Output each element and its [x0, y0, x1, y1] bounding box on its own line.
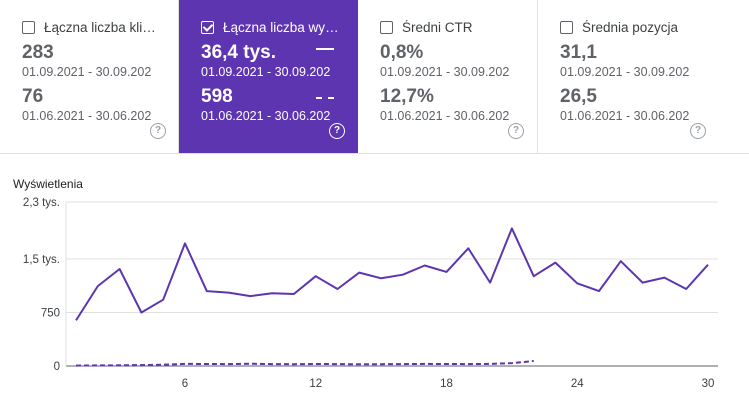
impressions-line-chart: 0 750 1,5 tys. 2,3 tys. 6 12 18 24 30 [23, 197, 718, 390]
checkbox-impressions[interactable] [201, 20, 214, 34]
x-tick-label: 24 [571, 378, 584, 390]
y-tick-label: 750 [41, 308, 60, 320]
legend-dashed-line-icon [316, 97, 334, 99]
metric-card-position[interactable]: Średnia pozycja 31,1 01.09.2021 - 30.09.… [538, 0, 749, 153]
help-icon[interactable]: ? [329, 123, 345, 139]
metric-value-current: 31,1 [560, 42, 597, 63]
x-tick-label: 12 [309, 378, 322, 390]
metric-value-previous: 76 [22, 86, 44, 107]
date-range-previous: 01.06.2021 - 30.06.2021 [22, 109, 152, 123]
checkbox-position[interactable] [560, 20, 573, 34]
card-header: Średni CTR [380, 16, 519, 38]
x-tick-label: 6 [182, 378, 188, 390]
legend-solid-line-icon [316, 48, 334, 50]
check-icon [202, 20, 214, 32]
date-range-current: 01.09.2021 - 30.09.2021 [22, 65, 152, 79]
metric-card-impressions[interactable]: Łączna liczba wyświetleń 36,4 tys. 01.09… [179, 0, 358, 153]
metric-label: Średnia pozycja [582, 19, 679, 35]
date-range-previous: 01.06.2021 - 30.06.2021 [201, 109, 331, 123]
x-tick-label: 30 [702, 378, 715, 390]
y-tick-label: 1,5 tys. [23, 254, 60, 266]
card-header: Łączna liczba wyświetleń [201, 16, 340, 38]
chart-y-axis-label: Wyświetlenia [13, 177, 83, 191]
metric-value-previous: 598 [201, 86, 233, 107]
date-range-current: 01.09.2021 - 30.09.2021 [560, 65, 690, 79]
date-range-previous: 01.06.2021 - 30.06.2021 [380, 109, 510, 123]
metric-value-previous: 26,5 [560, 86, 597, 107]
y-tick-label: 0 [54, 361, 60, 373]
help-icon[interactable]: ? [150, 123, 166, 139]
date-range-current: 01.09.2021 - 30.09.2021 [380, 65, 510, 79]
metric-value-current: 0,8% [380, 42, 424, 63]
metric-label: Łączna liczba kliknięć [44, 19, 160, 35]
card-header: Łączna liczba kliknięć [22, 16, 160, 38]
date-range-previous: 01.06.2021 - 30.06.2021 [560, 109, 690, 123]
metric-value-previous: 12,7% [380, 86, 434, 107]
metric-card-ctr[interactable]: Średni CTR 0,8% 01.09.2021 - 30.09.2021 … [358, 0, 538, 153]
metric-card-clicks[interactable]: Łączna liczba kliknięć 283 01.09.2021 - … [0, 0, 179, 153]
metric-value-current: 36,4 tys. [201, 42, 276, 63]
x-tick-label: 18 [440, 378, 453, 390]
checkbox-ctr[interactable] [380, 20, 393, 34]
checkbox-clicks[interactable] [22, 20, 35, 34]
metric-value-current: 283 [22, 42, 54, 63]
help-icon[interactable]: ? [508, 123, 524, 139]
series-line-current [75, 227, 709, 321]
metric-label: Łączna liczba wyświetleń [223, 19, 340, 35]
card-header: Średnia pozycja [560, 16, 731, 38]
help-icon[interactable]: ? [690, 123, 706, 139]
metric-label: Średni CTR [402, 19, 473, 35]
date-range-current: 01.09.2021 - 30.09.2021 [201, 65, 331, 79]
y-tick-label: 2,3 tys. [23, 197, 60, 209]
metric-cards: Łączna liczba kliknięć 283 01.09.2021 - … [0, 0, 749, 154]
series-line-previous [75, 360, 534, 367]
